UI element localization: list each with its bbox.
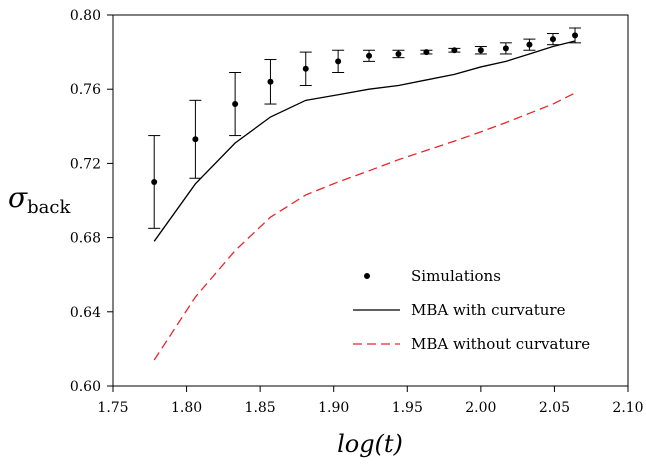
data-point (332, 49, 345, 74)
point-marker (549, 36, 556, 43)
data-point (420, 49, 433, 56)
point-marker (267, 78, 274, 85)
x-tick-label: 1.90 (318, 400, 349, 416)
point-marker (192, 136, 199, 143)
data-point (499, 42, 512, 55)
x-axis-label: log(t) (337, 430, 403, 458)
data-point (299, 51, 312, 86)
plot-frame (112, 14, 629, 387)
point-marker (477, 47, 484, 54)
x-tick-label: 2.05 (539, 400, 570, 416)
data-point (363, 49, 376, 62)
data-point (546, 33, 559, 46)
legend-item: Simulations (364, 267, 501, 285)
legend-swatch (364, 273, 370, 279)
data-point (448, 47, 461, 54)
y-tick-label: 0.80 (70, 8, 101, 24)
x-tick-label: 1.95 (392, 400, 423, 416)
data-point (264, 59, 277, 105)
legend-label: Simulations (411, 267, 501, 285)
y-tick-label: 0.76 (70, 82, 101, 98)
y-tick-label: 0.68 (70, 231, 101, 247)
series-line-1 (153, 40, 576, 242)
point-marker (366, 52, 373, 59)
data-point (229, 72, 242, 137)
point-marker (451, 47, 458, 54)
series-layer (148, 27, 582, 361)
x-tick-label: 2.00 (465, 400, 496, 416)
point-marker (572, 32, 579, 39)
point-marker (151, 178, 158, 185)
x-tick-label: 1.80 (171, 400, 202, 416)
data-point (569, 27, 582, 44)
legend-item: MBA with curvature (353, 301, 566, 319)
legend-label: MBA with curvature (411, 301, 566, 319)
x-axis: 1.75 1.80 1.85 1.90 1.95 2.00 2.05 2.10 (97, 386, 644, 416)
point-marker (526, 41, 533, 48)
series-line-2 (153, 92, 576, 361)
y-tick-label: 0.72 (70, 156, 101, 172)
legend: Simulations MBA with curvature MBA without… (353, 267, 590, 353)
point-marker (232, 101, 239, 108)
data-point (148, 135, 161, 229)
y-tick-label: 0.60 (70, 379, 101, 395)
point-marker (423, 49, 430, 56)
y-axis: 0.60 0.64 0.68 0.72 0.76 0.80 (70, 8, 113, 395)
y-axis-label: σback (8, 181, 71, 218)
data-point (189, 99, 202, 179)
data-point (392, 49, 405, 59)
legend-item: MBA without curvature (353, 335, 590, 353)
x-tick-label: 1.85 (245, 400, 276, 416)
point-marker (335, 58, 342, 65)
legend-label: MBA without curvature (411, 335, 590, 353)
y-tick-label: 0.64 (70, 305, 101, 321)
point-marker (502, 45, 509, 52)
data-point (523, 38, 536, 51)
x-tick-label: 2.10 (612, 400, 643, 416)
x-tick-label: 1.75 (97, 400, 128, 416)
point-marker (395, 50, 402, 57)
point-marker (302, 65, 309, 72)
data-point (474, 46, 487, 55)
